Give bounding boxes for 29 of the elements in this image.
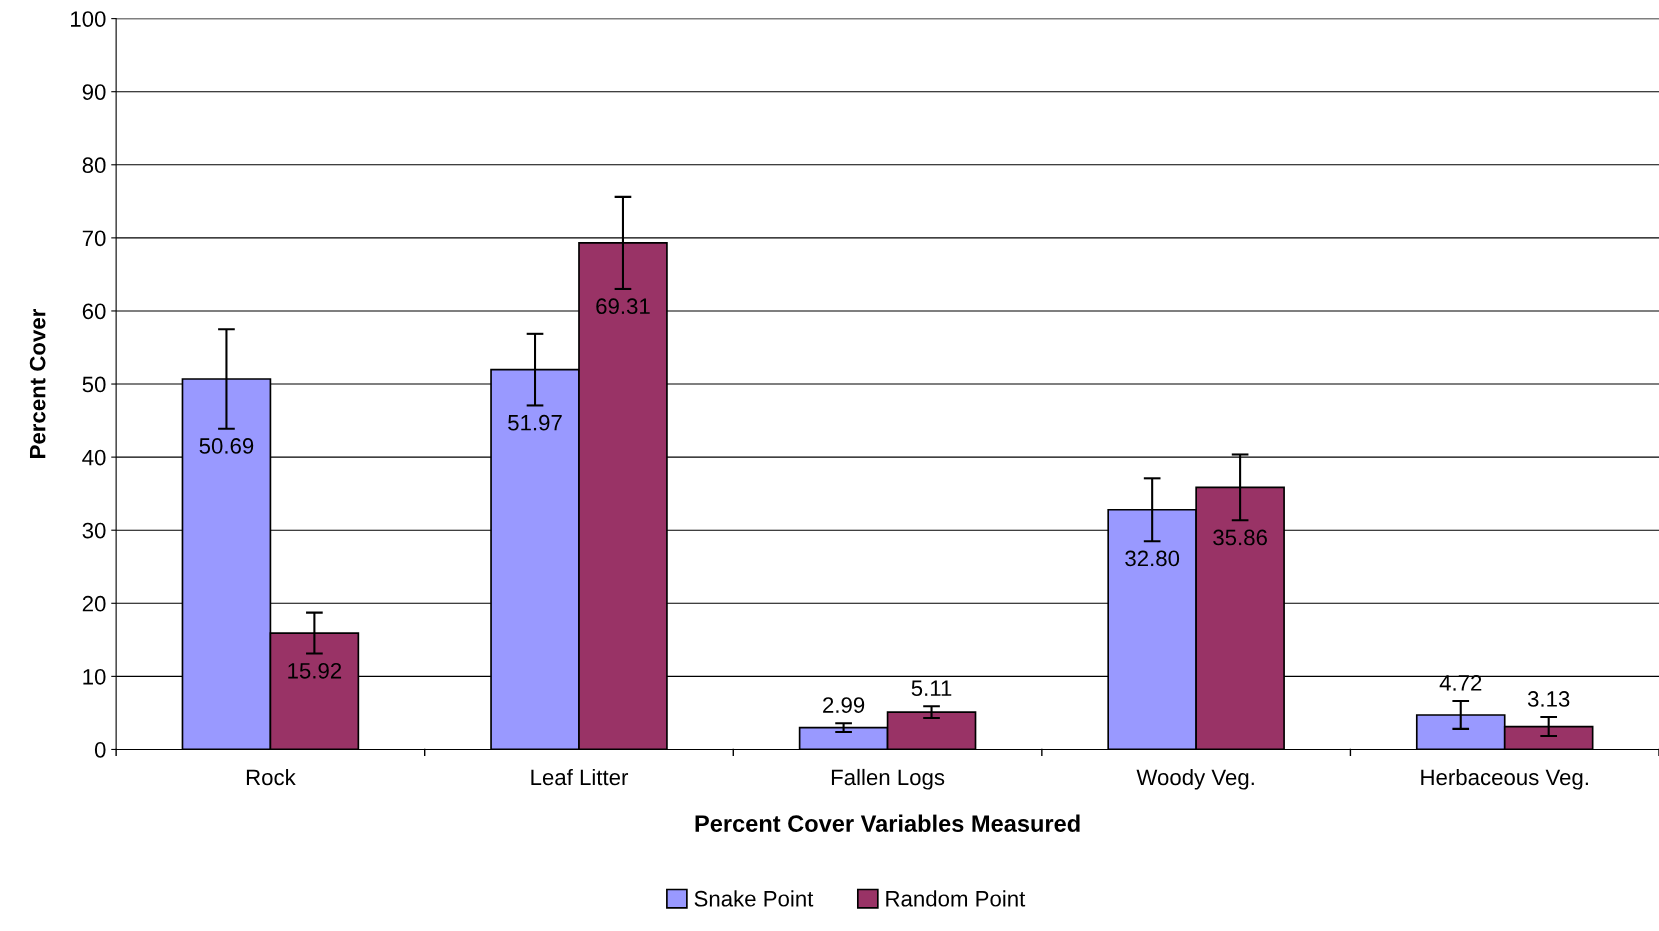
y-tick-label: 90	[82, 84, 106, 100]
y-tick-label: 10	[83, 668, 106, 685]
y-tick-label: 70	[82, 230, 106, 247]
data-label: 69.31	[596, 298, 650, 315]
y-tick-label: 50	[82, 376, 106, 393]
legend-label: Random Point	[886, 890, 1026, 907]
x-tick-label: Fallen Logs	[831, 768, 945, 790]
data-label: 35.86	[1213, 529, 1267, 546]
y-tick-label: 20	[82, 595, 106, 612]
y-tick-label: 100	[71, 11, 106, 27]
data-label: 32.80	[1125, 550, 1180, 567]
y-tick-label: 40	[82, 449, 106, 466]
x-tick-label: Rock	[246, 768, 296, 786]
x-tick-label: Herbaceous Veg.	[1421, 768, 1588, 790]
y-tick-label: 0	[94, 741, 106, 758]
x-axis-title: Percent Cover Variables Measured	[695, 814, 1080, 832]
data-label: 50.69	[199, 438, 254, 454]
y-tick-label: 60	[82, 303, 106, 320]
data-label: 2.99	[823, 697, 865, 713]
y-tick-label: 80	[82, 157, 106, 174]
y-axis-title: Percent Cover	[29, 309, 46, 458]
y-tick-label: 30	[82, 522, 106, 539]
x-tick-label: Leaf Litter	[531, 768, 629, 786]
data-label: 3.13	[1527, 691, 1570, 707]
data-label: 51.97	[508, 414, 562, 431]
x-tick-label: Woody Veg.	[1136, 768, 1254, 790]
legend-label: Snake Point	[694, 890, 814, 907]
data-label: 5.11	[911, 680, 952, 697]
data-label: 15.92	[288, 662, 342, 679]
